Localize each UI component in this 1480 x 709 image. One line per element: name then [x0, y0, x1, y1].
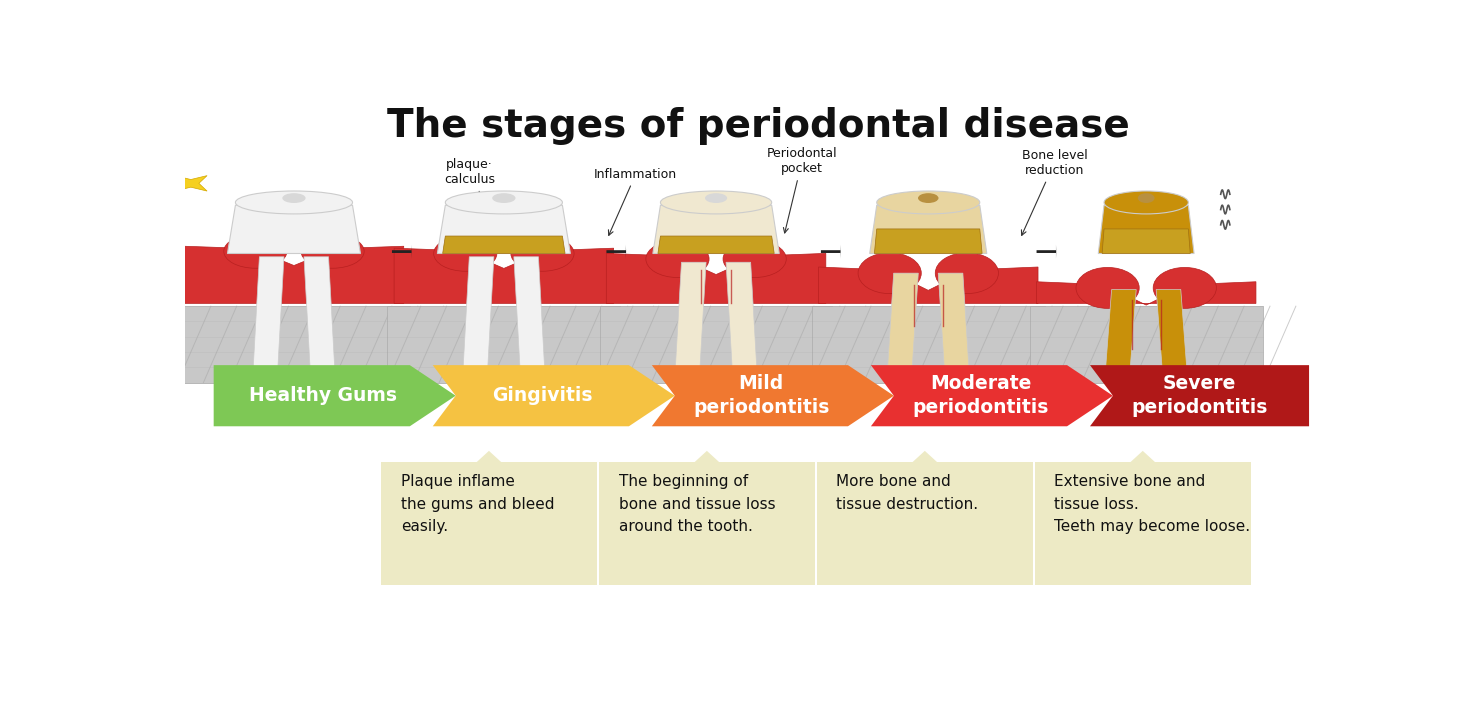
Polygon shape [818, 267, 1037, 303]
Text: Extensive bone and
tissue loss.
Teeth may become loose.: Extensive bone and tissue loss. Teeth ma… [1054, 474, 1251, 534]
Ellipse shape [724, 240, 786, 277]
Ellipse shape [1153, 267, 1217, 308]
Polygon shape [443, 236, 565, 254]
FancyBboxPatch shape [1035, 462, 1251, 585]
Polygon shape [938, 273, 969, 377]
Polygon shape [910, 451, 940, 464]
Text: Mild
periodontitis: Mild periodontitis [693, 374, 830, 417]
Ellipse shape [445, 191, 562, 214]
Ellipse shape [300, 235, 364, 268]
Bar [599, 306, 832, 383]
Bar [178, 306, 410, 383]
Polygon shape [875, 229, 983, 254]
Text: The stages of periodontal disease: The stages of periodontal disease [388, 107, 1129, 145]
Ellipse shape [1076, 267, 1140, 308]
Ellipse shape [511, 236, 574, 272]
Polygon shape [887, 273, 918, 377]
Text: Gingivitis: Gingivitis [491, 386, 592, 406]
Text: Moderate
periodontitis: Moderate periodontitis [912, 374, 1049, 417]
Ellipse shape [876, 191, 980, 214]
Polygon shape [432, 365, 675, 426]
Polygon shape [438, 205, 570, 254]
Polygon shape [463, 257, 494, 377]
Polygon shape [651, 365, 894, 426]
Ellipse shape [493, 193, 515, 203]
Polygon shape [1106, 289, 1137, 377]
Polygon shape [303, 257, 334, 377]
Polygon shape [870, 365, 1113, 426]
Polygon shape [1036, 281, 1257, 305]
FancyBboxPatch shape [599, 462, 814, 585]
Polygon shape [213, 365, 456, 426]
Ellipse shape [1104, 191, 1188, 214]
Ellipse shape [434, 236, 497, 272]
Polygon shape [693, 451, 722, 464]
Polygon shape [1128, 451, 1157, 464]
Ellipse shape [660, 191, 771, 214]
Text: The beginning of
bone and tissue loss
around the tooth.: The beginning of bone and tissue loss ar… [619, 474, 776, 534]
Polygon shape [394, 248, 614, 303]
Polygon shape [151, 216, 172, 227]
Polygon shape [1089, 365, 1310, 426]
Ellipse shape [283, 193, 305, 203]
Polygon shape [659, 236, 774, 254]
Text: Bone level
reduction: Bone level reduction [1021, 149, 1088, 235]
Text: plaque·
calculus: plaque· calculus [444, 158, 502, 237]
FancyBboxPatch shape [817, 462, 1033, 585]
FancyBboxPatch shape [382, 462, 596, 585]
Ellipse shape [223, 235, 287, 268]
Polygon shape [175, 176, 207, 191]
Polygon shape [607, 253, 826, 303]
Polygon shape [727, 262, 758, 377]
Bar [813, 306, 1045, 383]
Ellipse shape [935, 252, 999, 294]
Ellipse shape [858, 252, 921, 294]
Polygon shape [228, 205, 361, 254]
Ellipse shape [918, 193, 938, 203]
Text: More bone and
tissue destruction.: More bone and tissue destruction. [836, 474, 978, 511]
Polygon shape [514, 257, 545, 377]
Text: Periodontal
pocket: Periodontal pocket [767, 147, 838, 233]
Polygon shape [653, 205, 780, 254]
Ellipse shape [1138, 193, 1154, 203]
Text: Severe
periodontitis: Severe periodontitis [1131, 374, 1268, 417]
Text: Healthy Gums: Healthy Gums [249, 386, 397, 406]
Polygon shape [1156, 289, 1187, 377]
Ellipse shape [704, 193, 727, 203]
Bar [1030, 306, 1262, 383]
Polygon shape [1103, 229, 1190, 254]
Bar [388, 306, 620, 383]
Ellipse shape [645, 240, 709, 277]
Text: Inflammation: Inflammation [593, 167, 678, 235]
Polygon shape [870, 205, 987, 254]
Text: Plaque inflame
the gums and bleed
easily.: Plaque inflame the gums and bleed easily… [401, 474, 554, 534]
Polygon shape [675, 262, 706, 377]
Polygon shape [474, 451, 503, 464]
Ellipse shape [235, 191, 352, 214]
Polygon shape [1098, 205, 1194, 254]
Polygon shape [184, 246, 404, 303]
Polygon shape [253, 257, 284, 377]
